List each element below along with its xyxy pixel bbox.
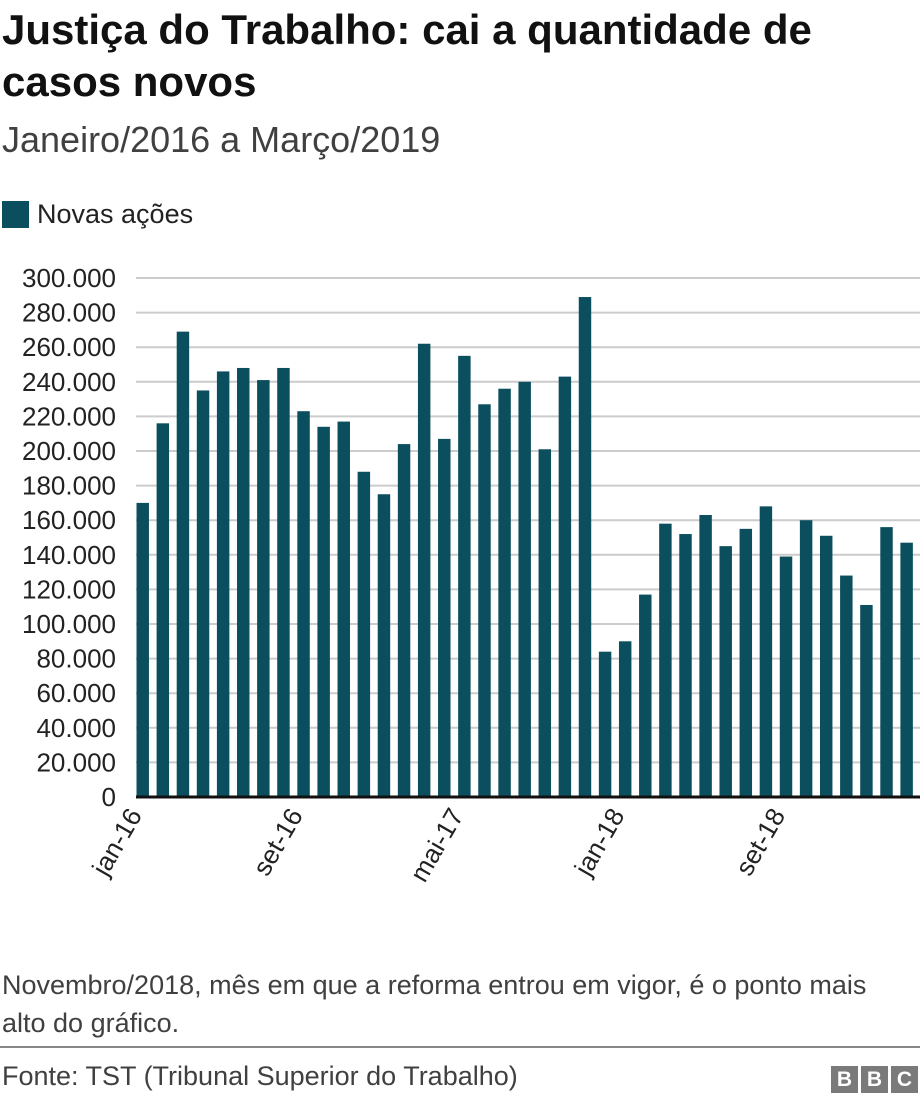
- y-tick-label: 100.000: [22, 609, 116, 639]
- bar: [799, 520, 813, 797]
- bar: [880, 527, 893, 797]
- legend-label: Novas ações: [37, 198, 194, 229]
- logo-letter: B: [861, 1066, 888, 1093]
- chart-subtitle: Janeiro/2016 a Março/2019: [2, 119, 441, 160]
- bar: [639, 594, 652, 797]
- x-tick-label: mai-17: [404, 803, 470, 887]
- bar: [840, 575, 853, 797]
- bar: [578, 297, 592, 797]
- bars: [136, 297, 913, 797]
- bar: [458, 355, 471, 797]
- x-axis-ticks: jan-16 set-16 mai-17 jan-18 set-18: [85, 803, 791, 887]
- bar: [478, 404, 491, 797]
- bar: [257, 380, 270, 797]
- bar: [739, 528, 753, 797]
- bar: [237, 367, 250, 797]
- x-tick-label: jan-18: [568, 803, 631, 881]
- y-tick-label: 40.000: [36, 713, 116, 743]
- bar: [417, 343, 431, 797]
- footer-divider: [0, 1046, 920, 1048]
- bar: [277, 367, 290, 797]
- bar: [860, 604, 873, 797]
- bar: [156, 423, 170, 797]
- y-tick-label: 60.000: [36, 678, 116, 708]
- y-tick-label: 280.000: [22, 298, 116, 328]
- bar: [317, 426, 330, 797]
- bbc-logo: B B C: [831, 1066, 918, 1093]
- bar: [337, 421, 350, 797]
- y-tick-label: 260.000: [22, 332, 116, 362]
- bar: [196, 390, 210, 797]
- y-tick-label: 220.000: [22, 401, 116, 431]
- bar: [498, 388, 511, 797]
- bar: [216, 371, 230, 797]
- bar: [297, 411, 310, 797]
- bar: [538, 449, 552, 797]
- bar: [558, 376, 572, 797]
- y-tick-label: 200.000: [22, 436, 116, 466]
- bar: [679, 534, 692, 797]
- bar: [598, 651, 612, 797]
- chart-title: Justiça do Trabalho: cai a quantidade de…: [2, 6, 812, 105]
- legend-swatch: [2, 200, 29, 228]
- legend: Novas ações: [2, 196, 193, 232]
- bar: [779, 556, 793, 797]
- bar: [618, 641, 632, 797]
- y-tick-label: 80.000: [36, 644, 116, 674]
- y-tick-label: 160.000: [22, 505, 116, 535]
- bar: [377, 494, 391, 797]
- bar: [518, 381, 531, 797]
- logo-letter: B: [831, 1066, 858, 1093]
- y-tick-label: 180.000: [22, 471, 116, 501]
- bar: [659, 523, 672, 797]
- x-tick-label: set-18: [729, 803, 791, 881]
- y-tick-label: 20.000: [36, 747, 116, 777]
- bar: [900, 542, 913, 797]
- source-text: Fonte: TST (Tribunal Superior do Trabalh…: [2, 1061, 518, 1091]
- bar: [759, 506, 773, 797]
- y-axis-ticks: 300.000 280.000 260.000 240.000 220.000 200.0…: [22, 263, 116, 812]
- y-tick-label: 240.000: [22, 367, 116, 397]
- bar: [719, 546, 732, 797]
- bar: [438, 438, 451, 797]
- bar: [397, 444, 411, 797]
- x-tick-label: jan-16: [85, 803, 148, 881]
- chart-note: Novembro/2018, mês em que a reforma entr…: [2, 970, 867, 1038]
- bar-chart: 300.000 280.000 260.000 240.000 220.000 200.0…: [22, 263, 920, 887]
- bar: [357, 471, 371, 797]
- y-tick-label: 120.000: [22, 574, 116, 604]
- bar: [176, 331, 190, 797]
- logo-letter: C: [891, 1066, 918, 1093]
- y-tick-label: 300.000: [22, 263, 116, 293]
- y-tick-label: 140.000: [22, 540, 116, 570]
- y-tick-label: 0: [102, 782, 116, 812]
- bar: [699, 515, 712, 797]
- bar: [136, 502, 149, 797]
- x-tick-label: set-16: [247, 803, 309, 881]
- bar: [819, 535, 833, 797]
